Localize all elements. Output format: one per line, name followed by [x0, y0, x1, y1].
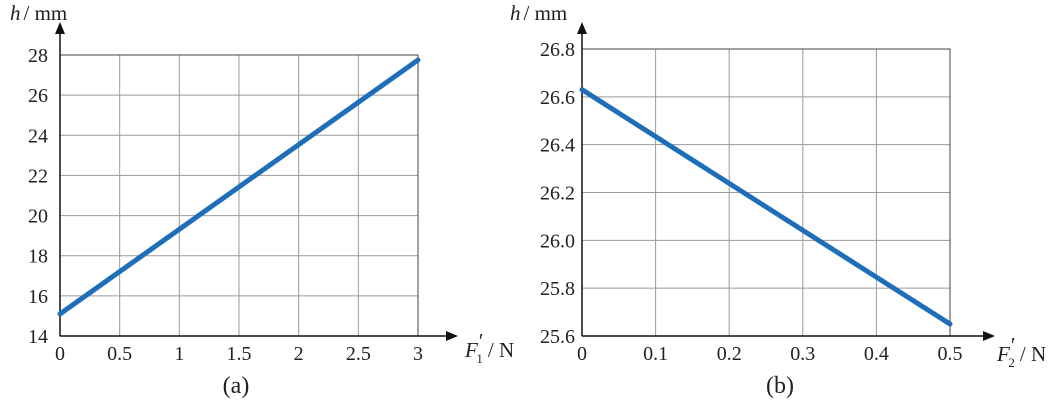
x-axis-label: F′ 2/ N [996, 333, 1046, 370]
y-tick-label: 26.0 [540, 230, 575, 252]
x-tick-label: 0.4 [864, 343, 889, 365]
y-tick-label: 24 [28, 125, 48, 147]
y-tick-label: 26.4 [540, 135, 575, 157]
y-tick-label: 26.6 [540, 87, 575, 109]
x-tick-label: 2 [294, 343, 304, 365]
x-tick-label: 0.5 [938, 343, 963, 365]
x-tick-label: 0.1 [643, 343, 668, 365]
y-tick-label: 16 [28, 286, 48, 308]
y-axis-arrow [577, 22, 587, 34]
x-tick-label: 1.5 [227, 343, 252, 365]
x-tick-label: 3 [413, 343, 423, 365]
series-line [579, 87, 953, 327]
x-axis-label: F′ 1/ N [464, 329, 514, 366]
y-tick-label: 28 [28, 45, 48, 67]
chart-panel-b: 0 0.1 0.2 0.3 0.4 0.5 25.6 25.8 26.0 26.2 26.4 26.6… [510, 1, 1046, 399]
x-tick-label: 2.5 [346, 343, 371, 365]
y-tick-label: 22 [28, 165, 48, 187]
series-line [57, 57, 421, 317]
x-tick-label: 0 [577, 343, 587, 365]
x-axis-arrow [983, 331, 995, 341]
y-axis-label: h / mm [510, 1, 567, 25]
y-tick-label: 26.2 [540, 183, 575, 205]
panel-caption: (b) [766, 373, 794, 399]
y-tick-label: 18 [28, 246, 48, 268]
y-tick-label: 26 [28, 85, 48, 107]
x-tick-label: 0.3 [790, 343, 815, 365]
y-tick-label: 20 [28, 206, 48, 228]
x-tick-label: 0 [55, 343, 65, 365]
x-tick-label: 0.5 [107, 343, 132, 365]
y-axis-arrow [55, 22, 65, 34]
x-axis-arrow [446, 331, 458, 341]
y-axis-label: h / mm [10, 1, 67, 25]
y-tick-label: 25.8 [540, 278, 575, 300]
panel-caption: (a) [223, 373, 250, 399]
y-tick-label: 14 [28, 326, 48, 348]
x-tick-label: 0.2 [717, 343, 742, 365]
chart-panel-a: 0 0.5 1 1.5 2 2.5 3 14 16 18 20 22 24 26 28 h / mm F′ 1/ N… [10, 1, 514, 399]
y-tick-label: 25.6 [540, 326, 575, 348]
x-tick-label: 1 [174, 343, 184, 365]
y-tick-label: 26.8 [540, 39, 575, 61]
